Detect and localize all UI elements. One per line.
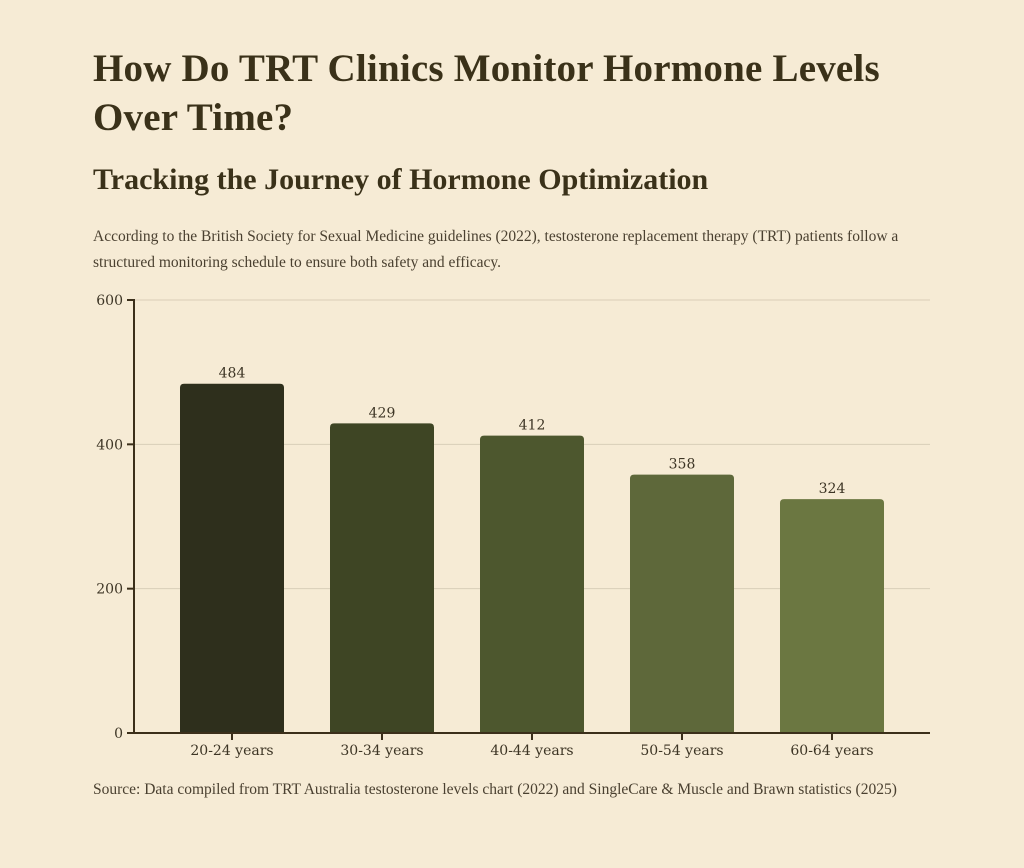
source-note: Source: Data compiled from TRT Australia…: [93, 781, 897, 798]
bar: [630, 474, 734, 733]
page-subtitle: Tracking the Journey of Hormone Optimiza…: [93, 163, 709, 196]
bar: [480, 435, 584, 733]
y-tick-label: 200: [96, 582, 123, 598]
x-tick-label: 50-54 years: [640, 743, 723, 759]
bar-value-label: 484: [219, 366, 246, 382]
y-tick-label: 400: [96, 437, 123, 453]
page-title: How Do TRT Clinics Monitor Hormone Level…: [93, 47, 880, 139]
bar: [330, 423, 434, 733]
bar: [780, 499, 884, 733]
bar-value-label: 358: [669, 457, 696, 473]
bar-value-label: 412: [519, 418, 546, 434]
x-tick-label: 40-44 years: [490, 743, 573, 759]
y-tick-label: 600: [96, 293, 123, 309]
y-tick-label: 0: [114, 726, 123, 742]
bar-value-label: 429: [369, 405, 396, 421]
x-tick-label: 30-34 years: [340, 743, 423, 759]
bar: [180, 383, 284, 733]
x-tick-label: 60-64 years: [790, 743, 873, 759]
bar-value-label: 324: [819, 481, 846, 497]
intro-paragraph: According to the British Society for Sex…: [93, 228, 899, 271]
x-tick-label: 20-24 years: [190, 743, 273, 759]
